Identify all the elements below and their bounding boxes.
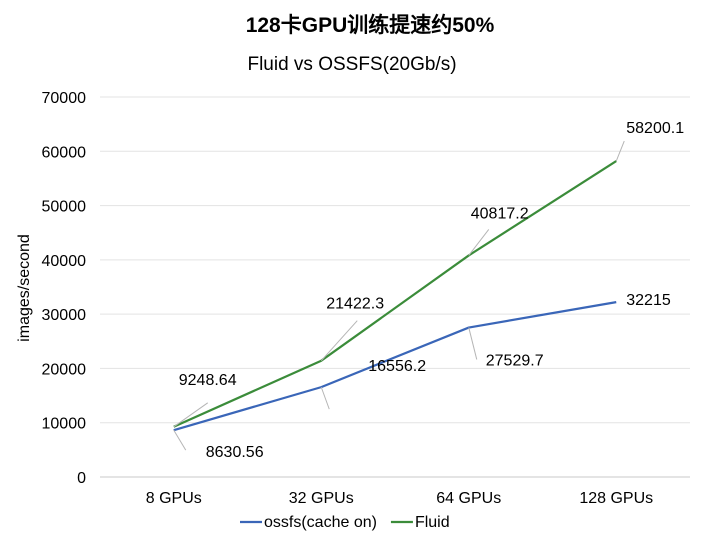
data-label: 32215 xyxy=(626,292,671,309)
legend-label: ossfs(cache on) xyxy=(264,514,377,531)
data-label: 8630.56 xyxy=(206,444,264,461)
y-tick-label: 0 xyxy=(77,470,86,487)
label-leader-line xyxy=(320,320,358,362)
x-tick-label: 32 GPUs xyxy=(289,490,354,507)
chart-title: 128卡GPU训练提速约50% xyxy=(246,13,495,37)
label-leader-line xyxy=(468,327,478,360)
label-leader-line xyxy=(468,229,490,256)
legend-label: Fluid xyxy=(415,514,450,531)
y-tick-label: 10000 xyxy=(42,416,87,433)
y-tick-label: 20000 xyxy=(42,361,87,378)
data-labels: 8630.56 16556.2 27529.7 32215 9248.64 21422.3… xyxy=(173,120,684,461)
x-axis-ticks: 8 GPUs 32 GPUs 64 GPUs 128 GPUs xyxy=(146,490,653,507)
data-label: 27529.7 xyxy=(486,353,544,370)
y-tick-label: 70000 xyxy=(42,90,87,107)
data-label: 58200.1 xyxy=(626,120,684,137)
y-tick-label: 30000 xyxy=(42,307,87,324)
x-tick-label: 8 GPUs xyxy=(146,490,202,507)
data-label: 21422.3 xyxy=(326,296,384,313)
x-tick-label: 128 GPUs xyxy=(579,490,653,507)
y-tick-label: 50000 xyxy=(42,199,87,216)
y-axis-ticks: 0 10000 20000 30000 40000 50000 60000 70000 xyxy=(42,90,87,487)
legend: ossfs(cache on) Fluid xyxy=(240,514,450,531)
series-line-ossfs-cache-on- xyxy=(173,301,617,432)
series-group xyxy=(173,160,617,432)
label-leader-line xyxy=(615,140,625,162)
label-leader-line xyxy=(173,402,209,428)
chart-subtitle: Fluid vs OSSFS(20Gb/s) xyxy=(247,54,456,75)
y-tick-label: 60000 xyxy=(42,144,87,161)
y-tick-label: 40000 xyxy=(42,253,87,270)
data-label: 9248.64 xyxy=(179,372,237,389)
data-label: 40817.2 xyxy=(471,205,529,222)
label-leader-line xyxy=(173,429,187,451)
series-line-fluid xyxy=(173,160,617,428)
y-axis-label: images/second xyxy=(16,234,33,342)
label-leader-line xyxy=(320,386,330,410)
x-tick-label: 64 GPUs xyxy=(436,490,501,507)
data-label: 16556.2 xyxy=(368,358,426,375)
